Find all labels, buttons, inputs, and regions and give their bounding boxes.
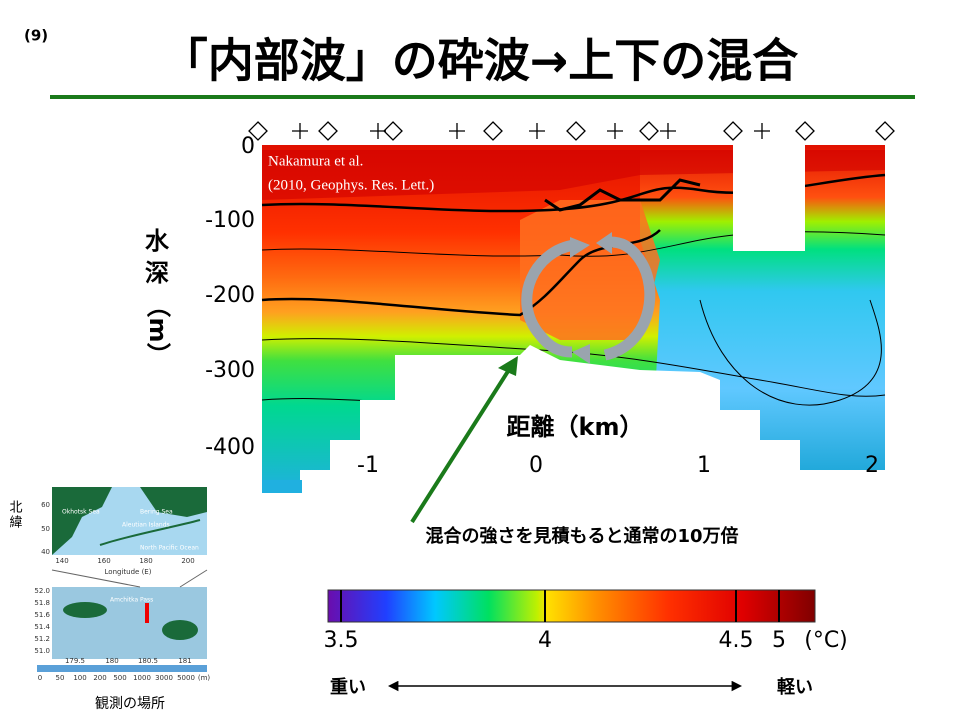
y-axis-label: 水 xyxy=(145,227,170,255)
map-x-tick: 140 xyxy=(55,557,68,565)
annotation-arrow xyxy=(410,363,514,524)
map-caption: 観測の場所 xyxy=(95,695,165,712)
depth-legend: 200 xyxy=(93,674,106,682)
depth-legend: 0 xyxy=(38,674,42,682)
depth-legend: 500 xyxy=(113,674,126,682)
annotation-arrowhead xyxy=(498,356,518,376)
x-tick-label: -1 xyxy=(357,453,379,478)
map-y-tick: 40 xyxy=(41,548,50,556)
x-tick-label: 2 xyxy=(865,453,879,478)
map-y-tick: 51.4 xyxy=(34,623,50,631)
map-x-tick: 179.5 xyxy=(65,657,85,665)
y-tick-label: -300 xyxy=(205,358,255,383)
y-tick-label: -200 xyxy=(205,283,255,308)
slide-title: 「内部波」の砕波→上下の混合 xyxy=(162,34,799,88)
map-y-tick: 60 xyxy=(41,501,50,509)
map-x-tick: 180.5 xyxy=(138,657,158,665)
slide-number: (9) xyxy=(24,27,48,45)
map-x-tick: 160 xyxy=(97,557,110,565)
map-pass-label: Amchitka Pass xyxy=(110,597,153,604)
map-x-tick: 180 xyxy=(139,557,152,565)
colorbar xyxy=(327,589,816,623)
colorbar-ticks xyxy=(340,590,780,622)
map-side-label: 北 xyxy=(9,501,22,516)
annotation: 混合の強さを見積もると通常の10万倍 xyxy=(425,525,738,547)
map-x-tick: 180 xyxy=(105,657,118,665)
map-region: Okhotsk Sea xyxy=(62,509,100,516)
map-x-tick: 200 xyxy=(181,557,194,565)
y-tick-label: -400 xyxy=(205,435,255,460)
citation-line: Nakamura et al. xyxy=(268,153,363,169)
citation-line: (2010, Geophys. Res. Lett.) xyxy=(268,177,434,193)
map-x-label: Longitude (E) xyxy=(105,568,152,576)
y-tick-label: 0 xyxy=(241,134,255,159)
map-y-tick: 51.6 xyxy=(34,611,50,619)
x-axis-label: 距離（km） xyxy=(507,413,644,441)
map-y-tick: 51.0 xyxy=(34,647,50,655)
light-label: 軽い xyxy=(777,676,813,698)
colorbar-label: 4.5 xyxy=(719,628,754,653)
heavy-label: 重い xyxy=(330,676,366,698)
depth-legend: 50 xyxy=(56,674,65,682)
y-axis-label: 深 xyxy=(145,259,169,287)
map-x-tick: 181 xyxy=(178,657,191,665)
depth-legend: 5000 xyxy=(177,674,195,682)
map-region: North Pacific Ocean xyxy=(140,545,199,552)
colorbar-label: 3.5 xyxy=(324,628,359,653)
map-region: Aleutian Islands xyxy=(122,522,170,529)
depth-legend: 1000 xyxy=(133,674,151,682)
map-y-tick: 50 xyxy=(41,525,50,533)
map-y-tick: 51.2 xyxy=(34,635,50,643)
y-axis-label: （m） xyxy=(144,293,172,366)
map-inset xyxy=(37,487,208,672)
title-rule xyxy=(50,95,915,99)
temperature-section xyxy=(261,145,886,493)
x-tick-label: 1 xyxy=(697,453,711,478)
map-y-tick: 52.0 xyxy=(34,587,50,595)
colorbar-label: 5 xyxy=(772,628,786,653)
colorbar-unit: (°C) xyxy=(804,628,848,653)
station-markers xyxy=(248,121,895,141)
map-side-label: 緯 xyxy=(9,516,22,531)
map-region: Bering Sea xyxy=(140,509,173,516)
mixing-arrows xyxy=(521,232,656,364)
map-y-tick: 51.8 xyxy=(34,599,50,607)
depth-legend: 3000 xyxy=(155,674,173,682)
depth-legend: 100 xyxy=(73,674,86,682)
x-tick-label: 0 xyxy=(529,453,543,478)
depth-legend: (m) xyxy=(198,674,211,682)
y-tick-label: -100 xyxy=(205,208,255,233)
colorbar-label: 4 xyxy=(538,628,552,653)
